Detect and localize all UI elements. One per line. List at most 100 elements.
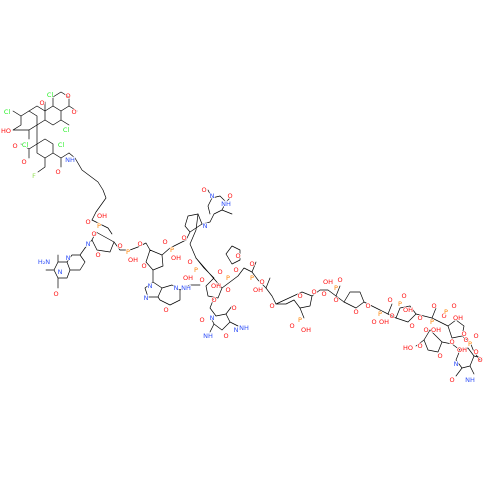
atom-label: O bbox=[311, 288, 316, 296]
atom-label: OH bbox=[457, 346, 467, 354]
atom-label: O bbox=[199, 316, 204, 324]
atom-label: O bbox=[337, 276, 342, 284]
atom-label: O bbox=[269, 302, 274, 310]
atom-label: O bbox=[217, 268, 222, 276]
atom-label: O bbox=[85, 218, 90, 226]
atom-label: P bbox=[298, 316, 302, 324]
atom-label: OH bbox=[379, 318, 389, 326]
atom-label: O bbox=[227, 192, 232, 200]
atom-label: N bbox=[454, 360, 459, 368]
atom-label: Cl bbox=[63, 126, 70, 134]
atom-label: O bbox=[71, 108, 76, 116]
atom-label: O bbox=[249, 260, 254, 268]
atom-label: O bbox=[199, 276, 204, 284]
atom-label: P bbox=[126, 248, 130, 256]
atom-label: O bbox=[233, 266, 238, 274]
atom-label: Cl bbox=[4, 108, 11, 116]
atom-label: P bbox=[194, 266, 198, 274]
atom-label: HO bbox=[1, 127, 11, 135]
atom-label: N bbox=[66, 254, 71, 262]
atom-label: N bbox=[58, 268, 63, 276]
atom-label: Cl bbox=[22, 141, 29, 149]
atom-label: O bbox=[321, 290, 326, 298]
bond-skeleton bbox=[12, 91, 483, 377]
atom-label: N bbox=[86, 240, 91, 248]
atom-label: OH bbox=[453, 314, 463, 322]
atom-label: OH bbox=[171, 254, 181, 262]
atom-label: O bbox=[297, 292, 302, 300]
atom-label: O bbox=[461, 330, 466, 338]
atom-label: O bbox=[259, 278, 264, 286]
atom-label: O bbox=[333, 296, 338, 304]
atom-label: N bbox=[148, 282, 153, 290]
atom-label: NH bbox=[203, 332, 213, 340]
atom-label: P bbox=[334, 284, 338, 292]
atom-label: O bbox=[211, 296, 216, 304]
atom-label: N bbox=[144, 294, 149, 302]
atom-label: O bbox=[91, 230, 96, 238]
atom-label: P bbox=[430, 318, 434, 326]
atom-label: P bbox=[398, 300, 402, 308]
atom-label: O bbox=[163, 306, 168, 314]
atom-label: O bbox=[55, 168, 60, 176]
atom-label: O bbox=[21, 158, 26, 166]
atom-label: NH bbox=[239, 324, 249, 332]
atom-label: N bbox=[174, 284, 179, 292]
atom-label: O bbox=[431, 302, 436, 310]
atom-label: O bbox=[39, 99, 44, 107]
atom-label: O bbox=[423, 326, 428, 334]
atom-label: O bbox=[417, 342, 422, 350]
atom-label: HO bbox=[403, 344, 413, 352]
atom-label: O bbox=[477, 356, 482, 364]
atom-label: O bbox=[225, 286, 230, 294]
atom-label: H₂N bbox=[38, 258, 50, 266]
atom-label: P bbox=[378, 310, 382, 318]
atom-label: P bbox=[97, 222, 101, 230]
atom-label: P bbox=[250, 274, 254, 282]
atom-label: O bbox=[451, 302, 456, 310]
atom-label: NH bbox=[465, 376, 475, 384]
atom-label: NH bbox=[65, 156, 75, 164]
atom-label: O bbox=[353, 308, 358, 316]
atom-label: OH bbox=[323, 278, 333, 286]
atom-label: O bbox=[137, 240, 142, 248]
atom-label: O bbox=[95, 251, 100, 259]
atom-label: P bbox=[468, 340, 472, 348]
atom-label: O bbox=[231, 304, 236, 312]
atom-label: O bbox=[463, 336, 468, 344]
atom-label: O bbox=[223, 332, 228, 340]
atom-label: O bbox=[473, 348, 478, 356]
atom-label: NH bbox=[221, 200, 231, 208]
atom-label: Cl bbox=[58, 141, 65, 149]
atom-label: O bbox=[187, 258, 192, 266]
atom-label: OH bbox=[301, 326, 311, 334]
atom-label: O bbox=[235, 252, 240, 260]
atom-label: O bbox=[289, 322, 294, 330]
atom-label: O bbox=[365, 302, 370, 310]
atom-label: O bbox=[441, 312, 446, 320]
atom-label: O bbox=[449, 376, 454, 384]
atom-label: O bbox=[409, 322, 414, 330]
atom-label: O bbox=[65, 92, 70, 100]
atom-label: P bbox=[170, 246, 174, 254]
atom-label: F bbox=[32, 172, 36, 180]
atom-label: Cl bbox=[47, 91, 54, 99]
atom-label: O bbox=[437, 352, 442, 360]
atom-label: O bbox=[389, 312, 394, 320]
atom-label: N bbox=[210, 192, 215, 200]
atom-label: OH bbox=[253, 286, 263, 294]
atom-label: O bbox=[181, 234, 186, 242]
atom-label: N bbox=[210, 314, 215, 322]
atom-label: N bbox=[234, 326, 239, 334]
atom-label: O bbox=[141, 262, 146, 270]
atom-label: O bbox=[12, 142, 17, 150]
atom-label: O bbox=[53, 290, 58, 298]
atom-label: NH bbox=[181, 284, 191, 292]
atom-label: O bbox=[401, 292, 406, 300]
atom-label: OH bbox=[128, 256, 138, 264]
atom-labels: HO Cl Cl O Cl O Cl O O Cl F O NH O P O O… bbox=[0, 90, 483, 385]
atom-label: O bbox=[417, 314, 422, 322]
atom-label: O bbox=[201, 186, 206, 194]
atom-label: OH bbox=[403, 306, 413, 314]
